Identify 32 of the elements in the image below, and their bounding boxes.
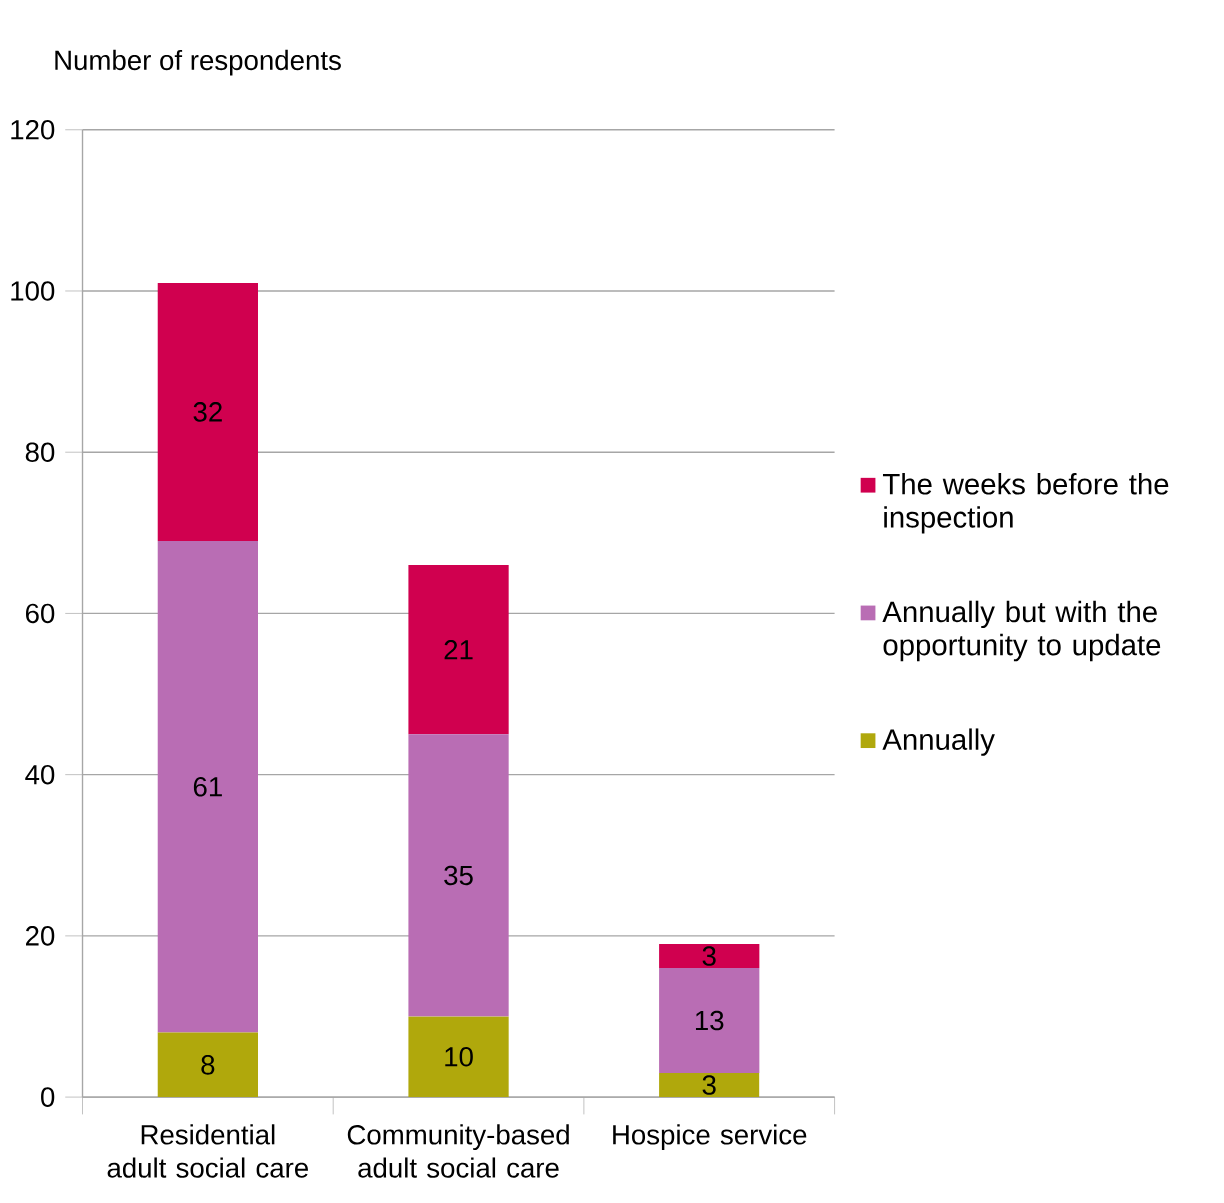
y-tick-label: 100 — [11, 281, 55, 301]
bar — [408, 564, 509, 735]
y-axis-title: Number of respondents — [55, 49, 341, 76]
y-tick-label: 60 — [26, 603, 55, 624]
data-label: 3 — [702, 1075, 716, 1095]
data-label: 13 — [695, 1010, 724, 1031]
bar — [659, 943, 760, 968]
data-label: 61 — [193, 776, 222, 797]
bar — [157, 540, 258, 1033]
y-tick-label: 40 — [25, 764, 55, 785]
data-label: 35 — [444, 865, 473, 886]
y-tick-label: 20 — [26, 925, 55, 946]
bar — [659, 967, 760, 1073]
bar — [659, 1072, 760, 1097]
legend-label: Annually — [882, 728, 995, 756]
bar — [408, 1016, 509, 1097]
bar — [408, 734, 509, 1017]
y-tick-label: 80 — [25, 442, 55, 462]
y-tick-label: 120 — [11, 119, 55, 140]
bar — [157, 1032, 258, 1097]
data-label: 10 — [445, 1046, 473, 1067]
data-label: 32 — [193, 401, 222, 422]
data-label: 3 — [702, 946, 716, 966]
data-label: 8 — [201, 1054, 215, 1075]
x-tick-label: Residential adult social care — [107, 1124, 308, 1178]
legend-label: The weeks before the inspection — [882, 472, 1169, 534]
data-label: 21 — [444, 639, 473, 660]
x-tick-label: Community-based adult social care — [347, 1124, 569, 1178]
y-tick-label: 0 — [41, 1087, 55, 1107]
x-tick-label: Hospice service — [613, 1124, 807, 1150]
bar — [157, 282, 258, 541]
legend-label: Annually but with the opportunity to update — [882, 600, 1161, 662]
